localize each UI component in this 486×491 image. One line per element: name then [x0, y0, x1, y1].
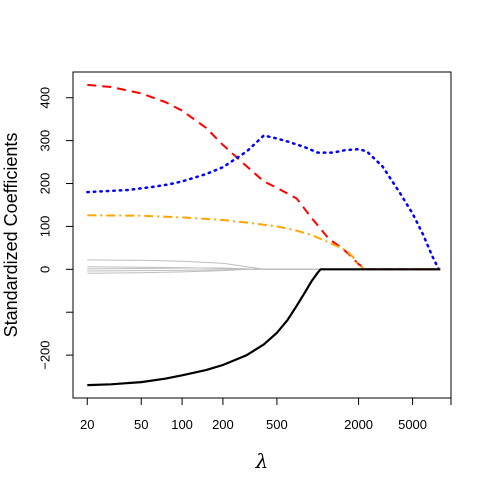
series-line-0: [87, 83, 441, 271]
y-tick-label-3: 200: [38, 173, 53, 195]
x-tick-label-4: 500: [266, 417, 288, 432]
series-line-3: [87, 268, 441, 387]
y-tick-label-5: 400: [38, 87, 53, 109]
y-tick-label-0: −200: [38, 340, 53, 369]
x-tick-label-2: 100: [171, 417, 193, 432]
x-tick-label-1: 50: [134, 417, 148, 432]
x-axis: 20 50 100 200 500 2000 5000: [80, 397, 452, 432]
x-tick-label-6: 5000: [398, 417, 427, 432]
x-tick-label-3: 200: [212, 417, 234, 432]
plot-frame: [72, 71, 452, 399]
series-layer: [86, 83, 441, 387]
x-tick-label-5: 2000: [344, 417, 373, 432]
series-line-1: [86, 134, 441, 271]
y-tick-label-1: 0: [38, 266, 53, 273]
y-axis: −200 0 100 200 300 400: [38, 87, 74, 370]
y-tick-label-4: 300: [38, 130, 53, 152]
y-tick-label-2: 100: [38, 216, 53, 238]
y-axis-label: Standardized Coefficients: [1, 133, 21, 338]
x-axis-label: λ: [255, 449, 269, 473]
series-line-8: [87, 268, 441, 274]
series-line-2: [87, 214, 441, 271]
series-line-4: [87, 259, 441, 270]
x-tick-label-0: 20: [80, 417, 94, 432]
